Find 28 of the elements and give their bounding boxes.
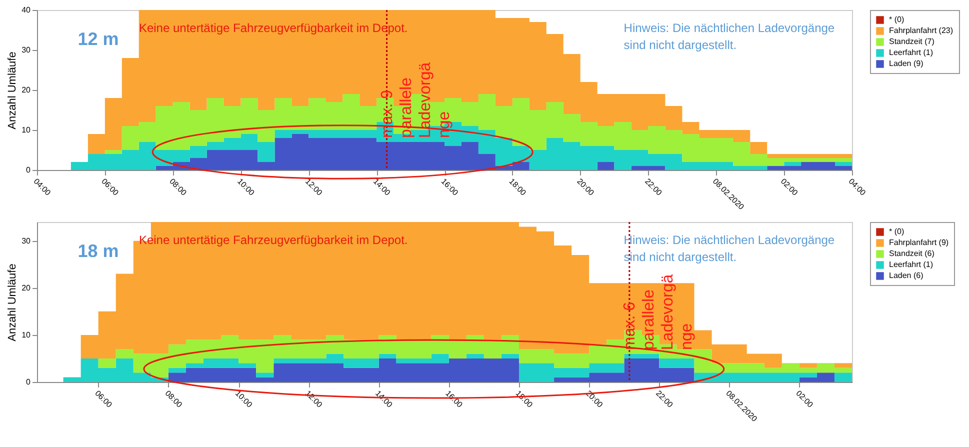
y-axis-title: Anzahl Umläufe <box>6 264 19 342</box>
y-tick-label: 10 <box>22 330 32 340</box>
annotation: 12 m <box>78 28 119 49</box>
annotation: 18 m <box>78 240 119 261</box>
y-tick-label: 0 <box>26 378 32 386</box>
legend-label: Standzeit (6) <box>889 249 935 258</box>
ref-line-label: max. 9 parallele Ladevorgänge <box>378 62 453 138</box>
legend-label: Fahrplanfahrt (23) <box>889 26 954 35</box>
annotation: Keine untertätige Fahrzeugverfügbarkeit im Depot. <box>138 20 408 35</box>
legend-label: Leerfahrt (1) <box>889 260 934 269</box>
y-tick-label: 20 <box>22 86 32 94</box>
y-tick-label: 30 <box>22 46 32 54</box>
legend-label: * (0) <box>889 227 904 236</box>
annotation: Hinweis: Die nächtlichen Ladevorgänge sind nicht dargestellt. <box>624 232 835 264</box>
legend-label: Standzeit (7) <box>889 37 935 46</box>
annotation: Hinweis: Die nächtlichen Ladevorgänge sind nicht dargestellt. <box>624 20 835 52</box>
y-axis-title: Anzahl Umläufe <box>6 52 19 130</box>
y-tick-label: 20 <box>22 283 32 292</box>
annotation: Keine untertätige Fahrzeugverfügbarkeit im Depot. <box>138 232 408 247</box>
legend-label: Fahrplanfahrt (9) <box>889 238 949 247</box>
legend-label: Leerfahrt (1) <box>889 48 934 57</box>
legend-label: Laden (9) <box>889 59 924 68</box>
legend-label: Laden (6) <box>889 271 924 280</box>
y-tick-label: 10 <box>22 126 32 134</box>
y-tick-label: 40 <box>22 6 32 14</box>
legend-label: * (0) <box>889 15 904 24</box>
y-tick-label: 30 <box>22 236 32 246</box>
y-tick-label: 0 <box>26 166 32 174</box>
